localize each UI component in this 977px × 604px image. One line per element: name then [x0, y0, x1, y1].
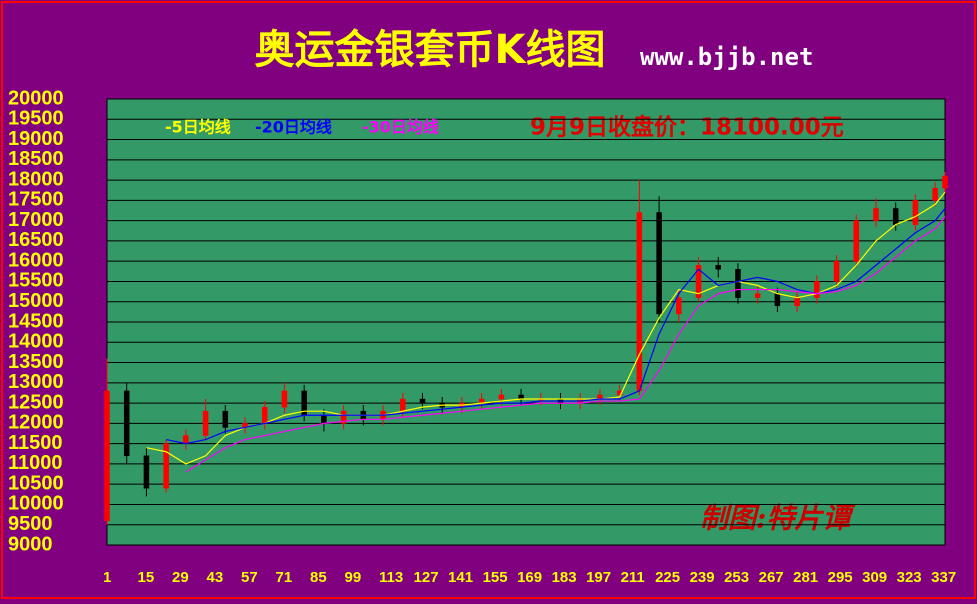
- y-tick-label: 19000: [8, 128, 64, 150]
- legend-entry: -20日均线: [255, 118, 332, 137]
- x-tick-label: 71: [276, 569, 293, 586]
- candle-body: [794, 297, 800, 307]
- y-tick-label: 9500: [8, 513, 53, 535]
- candle-body: [202, 410, 209, 436]
- x-tick-label: 295: [828, 569, 853, 586]
- candle-body: [833, 260, 840, 282]
- y-tick-label: 20000: [8, 87, 64, 109]
- candle-body: [754, 293, 761, 298]
- x-tick-label: 113: [379, 569, 403, 586]
- candle-body: [123, 390, 130, 457]
- x-tick-label: 29: [172, 569, 189, 586]
- candle-body: [942, 175, 948, 189]
- y-tick-label: 10000: [8, 493, 64, 515]
- ma-line: [166, 208, 946, 445]
- legend-entry: -30日均线: [362, 118, 439, 137]
- candle-body: [676, 297, 682, 315]
- candle-body: [912, 200, 919, 225]
- y-tick-label: 12500: [8, 391, 64, 413]
- y-tick-label: 11500: [8, 432, 63, 454]
- y-tick-label: 15500: [8, 270, 64, 292]
- legend-entry: -5日均线: [165, 118, 231, 137]
- y-tick-label: 18000: [8, 168, 64, 190]
- candle-body: [892, 208, 899, 225]
- y-tick-label: 14500: [8, 310, 64, 332]
- x-tick-label: 267: [759, 569, 784, 586]
- y-tick-label: 15000: [8, 290, 64, 312]
- candle-body: [853, 220, 860, 262]
- y-tick-label: 16000: [8, 249, 64, 271]
- x-tick-label: 141: [448, 569, 473, 586]
- y-tick-label: 13000: [8, 371, 64, 393]
- candle-body: [143, 455, 150, 489]
- credit: 制图:特片谭: [700, 502, 856, 535]
- candle-body: [636, 212, 643, 392]
- candle-body: [104, 390, 110, 521]
- x-tick-label: 323: [897, 569, 922, 586]
- candle-body: [183, 435, 189, 444]
- x-tick-label: 85: [310, 569, 327, 586]
- x-tick-label: 309: [862, 569, 887, 586]
- y-tick-label: 10500: [8, 472, 64, 494]
- candle-body: [656, 212, 662, 315]
- candle-body: [400, 398, 406, 412]
- candle-body: [695, 264, 702, 298]
- x-tick-label: 127: [414, 569, 439, 586]
- y-tick-label: 16500: [8, 229, 64, 251]
- x-tick-label: 57: [241, 569, 258, 586]
- chart-subtitle: www.bjjb.net: [640, 43, 813, 71]
- x-tick-label: 15: [138, 569, 155, 586]
- x-tick-label: 183: [552, 569, 577, 586]
- ma-line: [185, 216, 946, 473]
- x-tick-label: 99: [345, 569, 362, 586]
- annotation: 9月9日收盘价：18100.00元: [530, 114, 844, 141]
- candle-body: [715, 264, 721, 270]
- x-tick-label: 197: [586, 569, 611, 586]
- candle-body: [222, 410, 229, 428]
- y-tick-label: 14000: [8, 331, 64, 353]
- candle-body: [735, 269, 741, 298]
- y-tick-label: 17000: [8, 209, 64, 231]
- candle-body: [321, 415, 327, 424]
- candle-body: [814, 281, 820, 298]
- candle-body: [518, 394, 524, 400]
- x-tick-label: 239: [690, 569, 715, 586]
- candle-body: [419, 398, 426, 404]
- candle-body: [163, 443, 169, 489]
- x-tick-label: 337: [931, 569, 956, 586]
- y-tick-label: 11000: [8, 452, 63, 474]
- chart-title: 奥运金银套币K线图: [255, 27, 606, 73]
- candle-body: [261, 406, 268, 424]
- x-tick-label: 253: [724, 569, 749, 586]
- x-tick-label: 281: [793, 569, 818, 586]
- x-tick-label: 211: [621, 569, 645, 586]
- y-tick-label: 9000: [8, 533, 53, 555]
- y-tick-label: 13500: [8, 351, 64, 373]
- x-tick-label: 43: [207, 569, 224, 586]
- x-tick-label: 225: [655, 569, 680, 586]
- candle-body: [340, 410, 347, 424]
- y-tick-label: 18500: [8, 148, 64, 170]
- y-tick-label: 17500: [8, 189, 64, 211]
- x-tick-label: 155: [483, 569, 508, 586]
- candle-body: [932, 187, 938, 201]
- y-tick-label: 19500: [8, 108, 64, 130]
- candle-body: [873, 208, 879, 221]
- y-tick-label: 12000: [8, 412, 64, 434]
- x-tick-label: 169: [517, 569, 542, 586]
- x-tick-label: 1: [103, 569, 111, 586]
- candle-body: [498, 394, 505, 400]
- candle-body: [774, 293, 781, 307]
- ma-line: [146, 191, 946, 465]
- candle-body: [281, 390, 288, 408]
